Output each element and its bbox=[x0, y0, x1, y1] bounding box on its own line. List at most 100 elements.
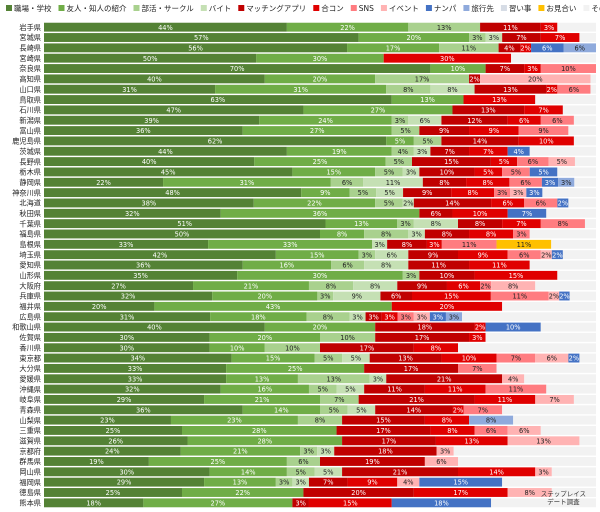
bar-row: 32% 16% 5% 5% 11% 11% 11% bbox=[44, 384, 596, 394]
data-label: 8% bbox=[381, 231, 391, 239]
bar-segment bbox=[402, 167, 420, 177]
bar-segment bbox=[320, 394, 359, 404]
data-label: 40% bbox=[142, 158, 157, 166]
bar-segment bbox=[507, 115, 541, 125]
bar-segment bbox=[342, 436, 436, 446]
bar-segment bbox=[44, 167, 293, 177]
data-label: 3% bbox=[538, 468, 548, 476]
data-label: 3% bbox=[384, 313, 394, 321]
bar-segment bbox=[193, 281, 309, 291]
data-label: 5% bbox=[422, 138, 432, 146]
data-label: 13% bbox=[233, 479, 248, 487]
bar-segment bbox=[574, 177, 596, 187]
bar-segment bbox=[511, 53, 596, 63]
data-label: 6% bbox=[528, 158, 538, 166]
legend-swatch bbox=[500, 5, 507, 11]
bar-segment bbox=[353, 281, 398, 291]
data-label: 32% bbox=[125, 386, 140, 394]
data-label: 23% bbox=[227, 417, 242, 425]
data-label: 31% bbox=[122, 86, 137, 94]
data-label: 33% bbox=[128, 375, 143, 383]
bar-segment bbox=[474, 270, 558, 280]
data-label: 3% bbox=[417, 148, 427, 156]
data-label: 3% bbox=[433, 313, 443, 321]
legend-label: 職場・学校 bbox=[14, 3, 52, 13]
category-label: 宮城県 bbox=[19, 33, 41, 42]
bar-segment bbox=[540, 64, 596, 73]
bar-segment bbox=[485, 33, 503, 42]
bar-segment bbox=[364, 229, 409, 239]
bar-segment bbox=[320, 457, 425, 466]
bar-segment bbox=[507, 488, 552, 497]
data-label: 11% bbox=[512, 293, 527, 301]
bar-segment bbox=[44, 291, 213, 301]
data-label: 17% bbox=[376, 427, 391, 435]
bar-segment bbox=[496, 239, 552, 249]
data-label: 3% bbox=[362, 251, 372, 259]
bar-segment bbox=[424, 415, 470, 425]
data-label: 9% bbox=[538, 127, 548, 135]
legend-swatch bbox=[425, 5, 432, 11]
bar-segment bbox=[540, 250, 552, 260]
data-label: 33% bbox=[119, 241, 134, 249]
bar-segment bbox=[342, 353, 370, 363]
bar-segment bbox=[466, 177, 510, 187]
bar-segment bbox=[44, 250, 276, 260]
bar-segment bbox=[535, 353, 569, 363]
data-label: 9% bbox=[489, 127, 499, 135]
bar-segment bbox=[524, 374, 596, 384]
bar-segment bbox=[253, 198, 376, 208]
data-label: 3% bbox=[429, 241, 439, 249]
bar-segment bbox=[540, 219, 585, 229]
bar-row: 48% 9% 5% 5% 9% 8% 3% 3% 3% bbox=[44, 188, 596, 197]
bar-segment bbox=[557, 22, 596, 32]
data-label: 3% bbox=[516, 231, 526, 239]
bar-segment bbox=[292, 498, 309, 508]
data-label: 5% bbox=[351, 355, 361, 363]
bar-segment bbox=[491, 498, 596, 508]
bar-segment bbox=[569, 291, 596, 301]
data-label: 20% bbox=[313, 75, 328, 83]
bar-segment bbox=[526, 188, 543, 198]
bar-segment bbox=[452, 208, 508, 218]
data-label: 3% bbox=[303, 448, 313, 456]
bar-segment bbox=[562, 105, 596, 115]
bar-segment bbox=[391, 301, 503, 311]
bar-segment bbox=[445, 312, 463, 322]
category-label: 奈良県 bbox=[19, 64, 41, 73]
bar-segment bbox=[317, 446, 335, 456]
bar-segment bbox=[44, 74, 265, 84]
data-label: 5% bbox=[400, 127, 410, 135]
bar-segment bbox=[463, 405, 503, 415]
bar-segment bbox=[413, 198, 492, 208]
data-label: 36% bbox=[136, 127, 151, 135]
data-label: 2% bbox=[453, 406, 463, 414]
data-label: 5% bbox=[323, 468, 333, 476]
data-label: 3% bbox=[295, 499, 305, 507]
bar-row: 29% 21% 7% 21% 11% 7% bbox=[44, 394, 596, 404]
data-label: 9% bbox=[422, 189, 432, 197]
data-label: 15% bbox=[444, 293, 459, 301]
data-label: 11% bbox=[517, 241, 532, 249]
category-label: 宮崎県 bbox=[19, 54, 41, 63]
bar-row: 50% 8% 8% 3% 8% 8% 3% bbox=[44, 229, 596, 239]
data-label: 6% bbox=[458, 282, 468, 290]
data-label: 34% bbox=[131, 355, 146, 363]
data-label: 14% bbox=[274, 406, 289, 414]
bar-segment bbox=[349, 312, 366, 322]
data-label: 3% bbox=[449, 313, 459, 321]
bar-segment bbox=[568, 198, 596, 208]
bar-segment bbox=[517, 157, 549, 167]
bar-row: 40% 20% 18% 2% 10% bbox=[44, 322, 596, 332]
data-label: 27% bbox=[111, 282, 126, 290]
category-label: 山梨県 bbox=[19, 416, 41, 425]
data-label: 8% bbox=[337, 231, 347, 239]
bar-row: 40% 20% 17% 2% 20% bbox=[44, 74, 596, 83]
bar-row: 30% 14% 5% 5% 21% 14% 3% bbox=[44, 467, 596, 476]
bar-segment bbox=[557, 84, 591, 94]
category-label: 島根県 bbox=[19, 240, 41, 249]
bar-segment bbox=[424, 457, 458, 466]
data-label: 6% bbox=[547, 355, 557, 363]
bar-segment bbox=[44, 301, 155, 311]
bar-segment bbox=[44, 312, 211, 322]
